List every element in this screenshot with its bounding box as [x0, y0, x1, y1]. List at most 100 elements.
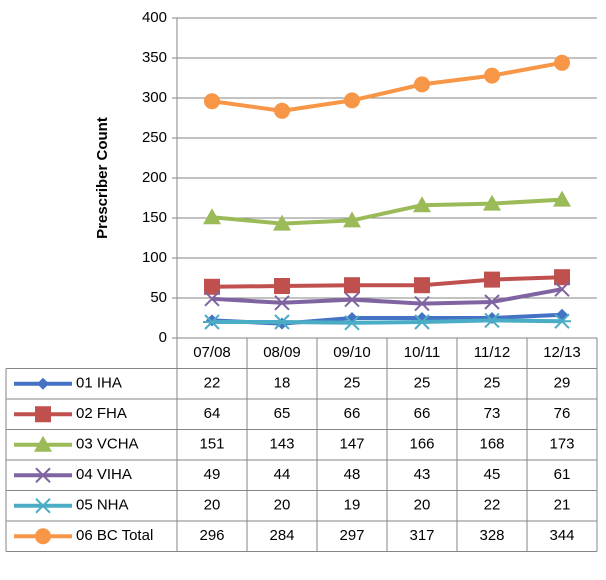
marker — [484, 294, 500, 310]
series-line — [211, 197, 563, 226]
table-value: 344 — [549, 527, 574, 544]
marker — [343, 315, 361, 331]
marker — [344, 291, 360, 308]
legend-label: 06 BC Total — [76, 527, 153, 544]
table-value: 18 — [274, 375, 291, 392]
table-value: 25 — [414, 375, 431, 392]
y-tick-label: 0 — [159, 329, 167, 346]
marker — [203, 208, 221, 225]
y-tick-label: 100 — [142, 249, 167, 266]
table-value: 44 — [274, 466, 291, 483]
category-label: 09/10 — [333, 344, 371, 361]
marker — [273, 314, 291, 330]
table-value: 73 — [484, 405, 501, 422]
table-value: 317 — [409, 527, 434, 544]
table-value: 22 — [484, 497, 501, 514]
marker — [35, 528, 51, 545]
table-value: 20 — [414, 497, 431, 514]
marker — [553, 313, 571, 329]
table-value: 66 — [344, 405, 361, 422]
marker — [35, 406, 51, 423]
y-tick-label: 50 — [150, 289, 167, 306]
marker — [413, 314, 431, 330]
table-value: 45 — [484, 466, 501, 483]
category-label: 11/12 — [474, 344, 510, 361]
table-value: 328 — [479, 527, 504, 544]
table-value: 61 — [554, 466, 571, 483]
marker — [274, 278, 290, 294]
marker — [344, 92, 360, 109]
marker — [484, 271, 500, 288]
marker — [274, 295, 290, 311]
table-value: 173 — [549, 436, 574, 453]
table-value: 64 — [204, 405, 221, 422]
series-line — [211, 275, 563, 289]
legend-label: 04 VIHA — [76, 466, 132, 483]
table-value: 66 — [414, 405, 431, 422]
table-value: 25 — [484, 375, 501, 392]
series-line — [212, 318, 563, 325]
marker — [37, 377, 49, 390]
table-value: 65 — [274, 405, 291, 422]
table-value: 20 — [274, 497, 291, 514]
marker — [553, 190, 571, 207]
table-value: 297 — [339, 527, 364, 544]
marker — [484, 67, 500, 84]
marker — [204, 278, 220, 295]
y-tick-label: 400 — [142, 9, 167, 26]
table-value: 296 — [199, 527, 224, 544]
table-value: 25 — [344, 375, 361, 392]
y-tick-label: 350 — [142, 49, 167, 66]
legend-label: 02 FHA — [76, 405, 127, 422]
table-value: 43 — [414, 466, 431, 483]
table-value: 168 — [479, 436, 504, 453]
marker — [554, 54, 570, 71]
y-tick-label: 300 — [142, 89, 167, 106]
marker — [556, 308, 568, 321]
marker — [483, 194, 501, 211]
table-value: 48 — [344, 466, 361, 483]
legend-label: 03 VCHA — [76, 436, 139, 453]
marker — [203, 314, 221, 330]
marker — [414, 76, 430, 93]
marker — [204, 291, 220, 307]
table-value: 21 — [554, 497, 571, 514]
series-line — [211, 287, 563, 306]
marker — [483, 312, 501, 329]
table-value: 166 — [409, 436, 434, 453]
table-value: 20 — [204, 497, 221, 514]
marker — [414, 277, 430, 294]
marker — [274, 102, 290, 119]
marker — [554, 269, 570, 286]
y-axis-label: Prescriber Count — [94, 117, 111, 239]
table-value: 284 — [269, 527, 294, 544]
marker — [35, 467, 51, 483]
marker — [554, 281, 570, 297]
table-value: 22 — [204, 375, 221, 392]
table-value: 147 — [339, 436, 364, 453]
marker — [343, 211, 361, 228]
marker — [204, 93, 220, 110]
y-tick-label: 250 — [142, 129, 167, 146]
table-value: 29 — [554, 375, 571, 392]
category-label: 12/13 — [543, 344, 581, 361]
table-value: 143 — [269, 436, 294, 453]
category-label: 08/09 — [263, 344, 301, 361]
y-tick-label: 150 — [142, 209, 167, 226]
marker — [344, 277, 360, 294]
category-label: 07/08 — [193, 344, 231, 361]
marker — [34, 435, 52, 452]
marker — [273, 214, 291, 231]
marker — [414, 295, 430, 312]
legend-label: 01 IHA — [76, 375, 122, 392]
marker — [413, 196, 431, 213]
table-value: 49 — [204, 466, 221, 483]
legend-label: 05 NHA — [76, 497, 129, 514]
table-value: 19 — [344, 497, 361, 514]
category-label: 10/11 — [404, 344, 440, 361]
table-value: 151 — [199, 436, 224, 453]
table-value: 76 — [554, 405, 571, 422]
series-line — [211, 60, 563, 113]
